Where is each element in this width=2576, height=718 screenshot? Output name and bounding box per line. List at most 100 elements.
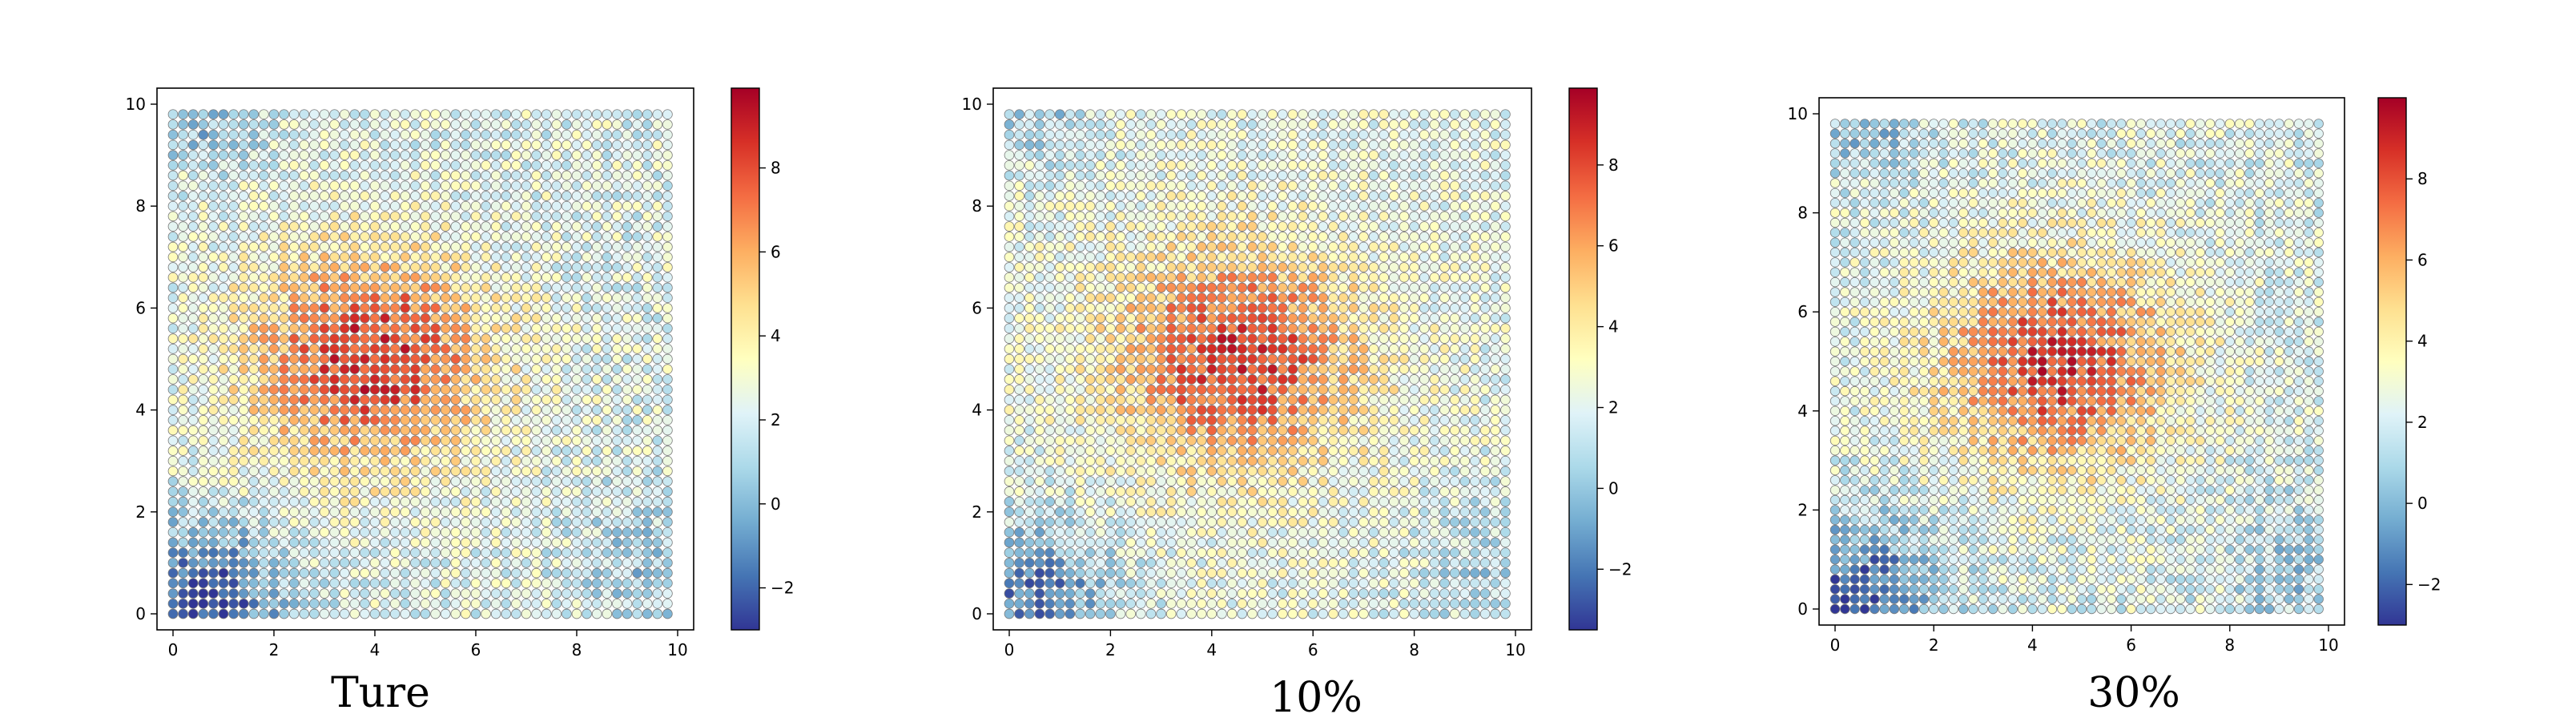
- data-point: [1358, 191, 1369, 201]
- data-point: [1388, 221, 1399, 232]
- data-point: [521, 517, 532, 527]
- data-point: [440, 343, 451, 354]
- data-point: [1318, 526, 1329, 538]
- data-point: [1024, 200, 1035, 212]
- data-point: [440, 262, 451, 272]
- data-point: [1065, 119, 1076, 130]
- data-point: [167, 526, 179, 538]
- data-point: [1247, 374, 1258, 385]
- data-point: [1065, 537, 1076, 548]
- data-point: [420, 323, 431, 334]
- data-point: [430, 588, 441, 599]
- data-point: [309, 159, 320, 171]
- data-point: [1075, 252, 1085, 263]
- data-point: [309, 303, 320, 313]
- data-point: [198, 109, 209, 120]
- data-point: [1479, 211, 1491, 222]
- data-point: [470, 476, 481, 486]
- data-point: [1054, 578, 1065, 589]
- data-point: [521, 455, 532, 466]
- data-point: [1024, 353, 1035, 365]
- data-point: [1328, 252, 1338, 263]
- data-point: [1348, 476, 1359, 486]
- data-point: [1024, 343, 1035, 354]
- data-point: [360, 272, 370, 283]
- data-point: [1125, 139, 1137, 151]
- data-point: [349, 211, 360, 222]
- data-point: [1318, 191, 1329, 201]
- data-point: [1065, 405, 1076, 415]
- data-point: [612, 139, 622, 151]
- data-point: [309, 558, 320, 568]
- data-point: [1065, 262, 1076, 272]
- data-point: [1237, 292, 1248, 304]
- data-point: [1024, 547, 1035, 559]
- data-point: [1379, 476, 1390, 486]
- data-point: [632, 517, 642, 527]
- data-point: [440, 394, 451, 405]
- data-point: [1217, 159, 1227, 171]
- data-point: [167, 109, 179, 120]
- data-point: [389, 526, 400, 538]
- data-point: [1348, 252, 1359, 263]
- data-point: [1125, 414, 1137, 426]
- data-point: [1379, 414, 1390, 426]
- data-point: [1145, 159, 1157, 171]
- data-point: [248, 129, 260, 140]
- data-point: [1135, 323, 1146, 334]
- data-point: [268, 170, 280, 181]
- data-point: [1419, 272, 1430, 283]
- data-point: [1479, 608, 1491, 619]
- data-point: [612, 353, 622, 365]
- data-point: [1226, 598, 1238, 609]
- data-point: [238, 506, 249, 518]
- data-point: [1044, 191, 1055, 201]
- data-point: [571, 578, 582, 589]
- data-point: [279, 608, 289, 619]
- data-point: [360, 139, 370, 151]
- data-point: [470, 547, 481, 559]
- data-point: [1095, 221, 1106, 232]
- data-point: [1237, 200, 1248, 212]
- data-point: [652, 191, 663, 201]
- data-point: [1176, 425, 1187, 436]
- data-point: [1165, 486, 1177, 497]
- data-point: [571, 374, 582, 385]
- data-point: [1298, 353, 1308, 365]
- data-point: [1004, 232, 1015, 242]
- data-point: [551, 446, 562, 456]
- data-point: [1388, 303, 1399, 313]
- data-point: [420, 221, 431, 232]
- data-point: [1014, 506, 1024, 518]
- data-point: [1034, 313, 1045, 324]
- data-point: [521, 425, 532, 436]
- data-point: [1135, 343, 1146, 354]
- data-point: [1348, 129, 1359, 140]
- data-point: [1115, 567, 1126, 579]
- data-point: [632, 476, 642, 486]
- data-point: [1085, 425, 1096, 436]
- data-point: [612, 496, 622, 507]
- data-point: [1186, 506, 1197, 518]
- data-point: [1358, 558, 1369, 568]
- data-point: [1014, 191, 1024, 201]
- data-point: [1318, 129, 1329, 140]
- data-point: [632, 466, 642, 477]
- data-point: [1165, 578, 1177, 589]
- data-point: [208, 282, 219, 293]
- data-point: [541, 455, 552, 466]
- data-point: [1196, 405, 1207, 415]
- data-point: [1125, 282, 1137, 293]
- data-point: [1125, 313, 1137, 324]
- data-point: [440, 425, 451, 436]
- data-point: [1186, 364, 1197, 375]
- data-point: [319, 353, 330, 365]
- data-point: [450, 414, 461, 426]
- data-point: [1439, 252, 1450, 263]
- data-point: [389, 598, 400, 609]
- data-point: [1379, 578, 1390, 589]
- data-point: [591, 241, 602, 252]
- data-point: [1379, 466, 1390, 477]
- data-point: [1085, 323, 1096, 334]
- data-point: [309, 353, 320, 365]
